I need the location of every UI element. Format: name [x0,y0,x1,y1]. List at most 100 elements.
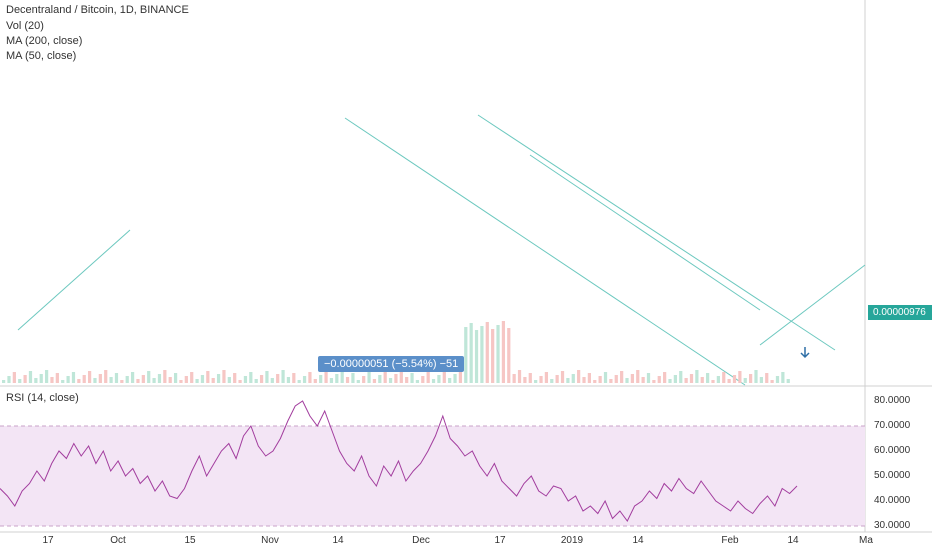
volume-bar [18,379,22,383]
volume-bar [603,372,608,383]
time-tick-label: 15 [184,535,196,546]
volume-bar [249,372,253,383]
volume-bar [706,373,710,383]
volume-bar [292,373,296,383]
volume-bar [61,380,65,383]
volume-bar [308,372,312,383]
volume-bar [415,380,420,383]
symbol-title[interactable]: Decentraland / Bitcoin, 1D, BINANCE [6,4,189,16]
volume-bar [281,370,285,383]
volume-bar [695,370,699,383]
time-tick-label: 14 [332,535,344,546]
ma50-indicator-label[interactable]: MA (50, close) [6,50,77,62]
volume-bar [109,377,113,383]
volume-bar [356,380,360,383]
time-tick-label: Oct [110,535,126,546]
volume-bar [82,375,86,383]
time-tick-label: 17 [42,535,54,546]
volume-bar [474,330,479,383]
volume-bar [523,377,527,383]
volume-bar [625,378,629,383]
volume-bar [716,376,720,383]
volume-bar [39,374,43,383]
volume-bar [399,370,403,383]
volume-bar [114,373,119,383]
volume-bar [367,372,371,383]
volume-bar [23,375,27,383]
volume-bar [120,380,124,383]
volume-bar [539,376,543,383]
volume-bar [211,378,215,383]
volume-bar [501,321,506,383]
volume-bar [673,375,677,383]
rsi-tick-label: 70.0000 [874,420,911,431]
volume-bar [44,370,49,383]
rsi-tick-label: 40.0000 [874,495,911,506]
rsi-tick-label: 60.0000 [874,445,911,456]
trend-line [17,229,131,331]
volume-bar [190,372,194,383]
volume-indicator-label[interactable]: Vol (20) [6,20,44,32]
volume-bar [372,379,377,383]
volume-bar [620,371,624,383]
volume-bar [87,371,92,383]
volume-bar [652,380,656,383]
volume-bar [351,373,355,383]
volume-bar [517,370,522,383]
volume-bar [270,378,274,383]
volume-bar [34,378,38,383]
volume-bar [302,376,307,383]
volume-bar [743,378,747,383]
ma200-indicator-label[interactable]: MA (200, close) [6,35,83,47]
volume-bar [679,371,683,383]
volume-bar [770,380,774,383]
volume-bar [700,377,704,383]
volume-bar [711,380,715,383]
volume-bar [775,376,780,383]
time-tick-label: 14 [632,535,644,546]
volume-bar [152,378,156,383]
volume-bar [98,374,102,383]
volume-bar [383,371,387,383]
volume-bar [335,374,339,383]
rsi-tick-label: 50.0000 [874,470,911,481]
volume-bar [754,370,758,383]
volume-bar [528,373,532,383]
volume-bar [66,376,70,383]
measure-tooltip: −0.00000051 (−5.54%) −51 [318,356,465,372]
volume-bar [276,374,280,383]
volume-bar [77,379,81,383]
volume-bar [12,372,16,383]
volume-bar [566,378,570,383]
rsi-indicator-label[interactable]: RSI (14, close) [6,392,79,404]
volume-bar [286,377,291,383]
volume-bar [555,375,559,383]
trend-line [529,154,761,311]
volume-bar [577,370,581,383]
volume-bar [405,377,409,383]
volume-bar [362,376,366,383]
volume-bar [233,373,237,383]
volume-bar [50,377,54,383]
time-tick-label: Nov [261,535,279,546]
volume-bar [630,374,634,383]
volume-bar [641,377,645,383]
volume-bar [297,380,301,383]
time-tick-label: Feb [721,535,739,546]
volume-bar [684,378,688,383]
volume-bar [324,371,328,383]
volume-bar [437,375,441,383]
volume-bar [410,373,414,383]
rsi-tick-label: 80.0000 [874,395,911,406]
volume-bar [259,375,264,383]
volume-bar [168,377,172,383]
volume-bar [243,376,248,383]
volume-bar [93,378,97,383]
volume-bar [636,370,640,383]
volume-bar [727,379,731,383]
volume-bar [689,374,694,383]
volume-bar [71,372,76,383]
arrow-down-icon [800,347,810,359]
time-tick-label: 17 [494,535,506,546]
volume-bar [206,371,210,383]
